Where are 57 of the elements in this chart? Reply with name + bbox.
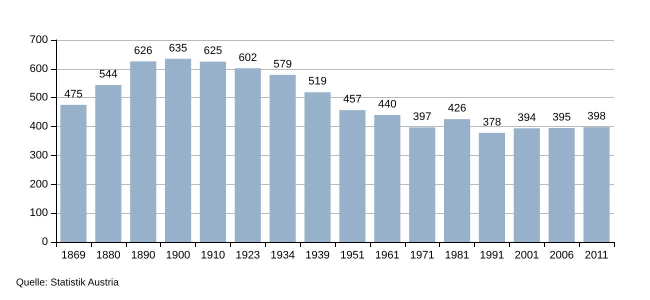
x-tick-label: 1991 xyxy=(480,250,504,262)
data-label: 426 xyxy=(448,102,466,115)
data-label: 397 xyxy=(413,110,432,123)
bar xyxy=(478,132,506,242)
data-label: 544 xyxy=(99,68,118,81)
bar xyxy=(548,128,575,242)
data-label: 394 xyxy=(518,112,536,124)
x-tick-label: 1890 xyxy=(130,250,156,262)
data-label: 579 xyxy=(274,58,292,70)
source-note: Quelle: Statistik Austria xyxy=(16,278,120,288)
x-tick-label: 1934 xyxy=(270,250,295,262)
bar xyxy=(130,61,156,242)
y-tick-label: 0 xyxy=(42,236,48,248)
x-tick-label: 1939 xyxy=(305,250,330,262)
data-label: 475 xyxy=(64,88,83,100)
y-tick-label: 200 xyxy=(30,178,48,190)
data-label: 457 xyxy=(343,94,362,106)
data-label: 519 xyxy=(308,76,327,88)
x-tick-label: 1880 xyxy=(96,250,121,262)
x-tick-label: 1971 xyxy=(410,250,434,262)
x-tick-label: 2011 xyxy=(584,250,608,262)
data-label: 395 xyxy=(552,112,571,124)
bar xyxy=(304,92,331,242)
y-tick-label: 300 xyxy=(30,149,48,162)
data-label: 378 xyxy=(482,116,502,128)
y-tick-label: 100 xyxy=(30,207,48,220)
x-tick-label: 1981 xyxy=(444,250,470,262)
x-tick-label: 1900 xyxy=(166,250,190,262)
data-label: 602 xyxy=(238,52,257,64)
bar xyxy=(200,62,226,242)
bar xyxy=(583,127,610,242)
x-tick-label: 2006 xyxy=(549,250,574,262)
data-label: 440 xyxy=(378,98,396,111)
bar xyxy=(409,127,436,242)
y-tick-label: 500 xyxy=(30,92,48,104)
bar xyxy=(270,74,296,242)
bar xyxy=(374,115,400,242)
bar xyxy=(60,104,87,242)
x-tick-label: 2001 xyxy=(514,250,540,262)
bar xyxy=(444,119,470,242)
data-label: 625 xyxy=(204,45,222,58)
bar xyxy=(514,128,540,242)
data-label: 398 xyxy=(587,110,606,123)
y-tick-label: 600 xyxy=(30,62,48,75)
data-label: 635 xyxy=(168,42,188,54)
data-label: 626 xyxy=(134,44,152,57)
x-tick-label: 1961 xyxy=(375,250,400,262)
y-tick-label: 700 xyxy=(30,34,48,46)
bar xyxy=(339,110,366,242)
y-tick-label: 400 xyxy=(30,120,48,133)
x-tick-label: 1951 xyxy=(340,250,365,262)
x-tick-label: 1910 xyxy=(200,250,226,262)
bar xyxy=(95,85,122,242)
bar xyxy=(234,68,261,242)
x-tick-label: 1923 xyxy=(236,250,260,262)
x-tick-label: 1869 xyxy=(61,250,86,262)
bar xyxy=(164,58,192,242)
